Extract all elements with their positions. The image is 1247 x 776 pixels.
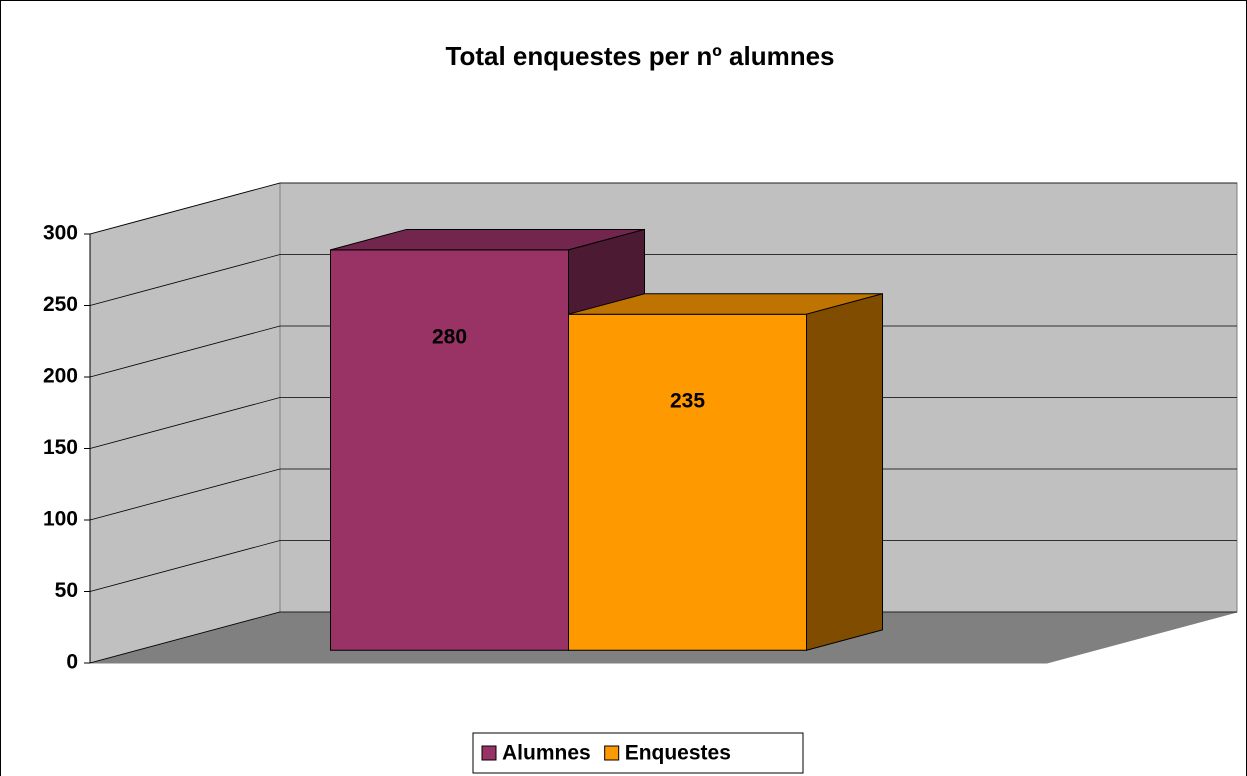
grid-line (89, 254, 1237, 306)
data-label: 235 (670, 390, 705, 413)
grid-line (89, 325, 1237, 378)
legend-label: Alumnes (502, 742, 591, 765)
bar-front (330, 249, 569, 651)
legend-label: Enquestes (625, 742, 731, 765)
bar-side (806, 293, 883, 651)
grid-line (89, 611, 1237, 664)
y-tick-label: 50 (55, 579, 78, 602)
grid-line (89, 182, 1237, 235)
data-label: 280 (432, 325, 467, 348)
chart-title: Total enquestes per nº alumnes (446, 41, 835, 71)
y-tick-label: 0 (66, 651, 78, 674)
y-tick-label: 300 (43, 222, 78, 245)
bar-front (568, 313, 807, 651)
y-tick-label: 100 (43, 508, 78, 531)
y-tick-label: 200 (43, 365, 78, 388)
legend-box (472, 732, 804, 774)
legend-swatch (604, 745, 620, 761)
legend-swatch (481, 745, 497, 761)
grid-line (89, 468, 1237, 521)
y-tick-label: 250 (43, 293, 78, 316)
y-tick-label: 150 (43, 436, 78, 459)
grid-line (89, 540, 1237, 592)
grid-line (89, 397, 1237, 449)
